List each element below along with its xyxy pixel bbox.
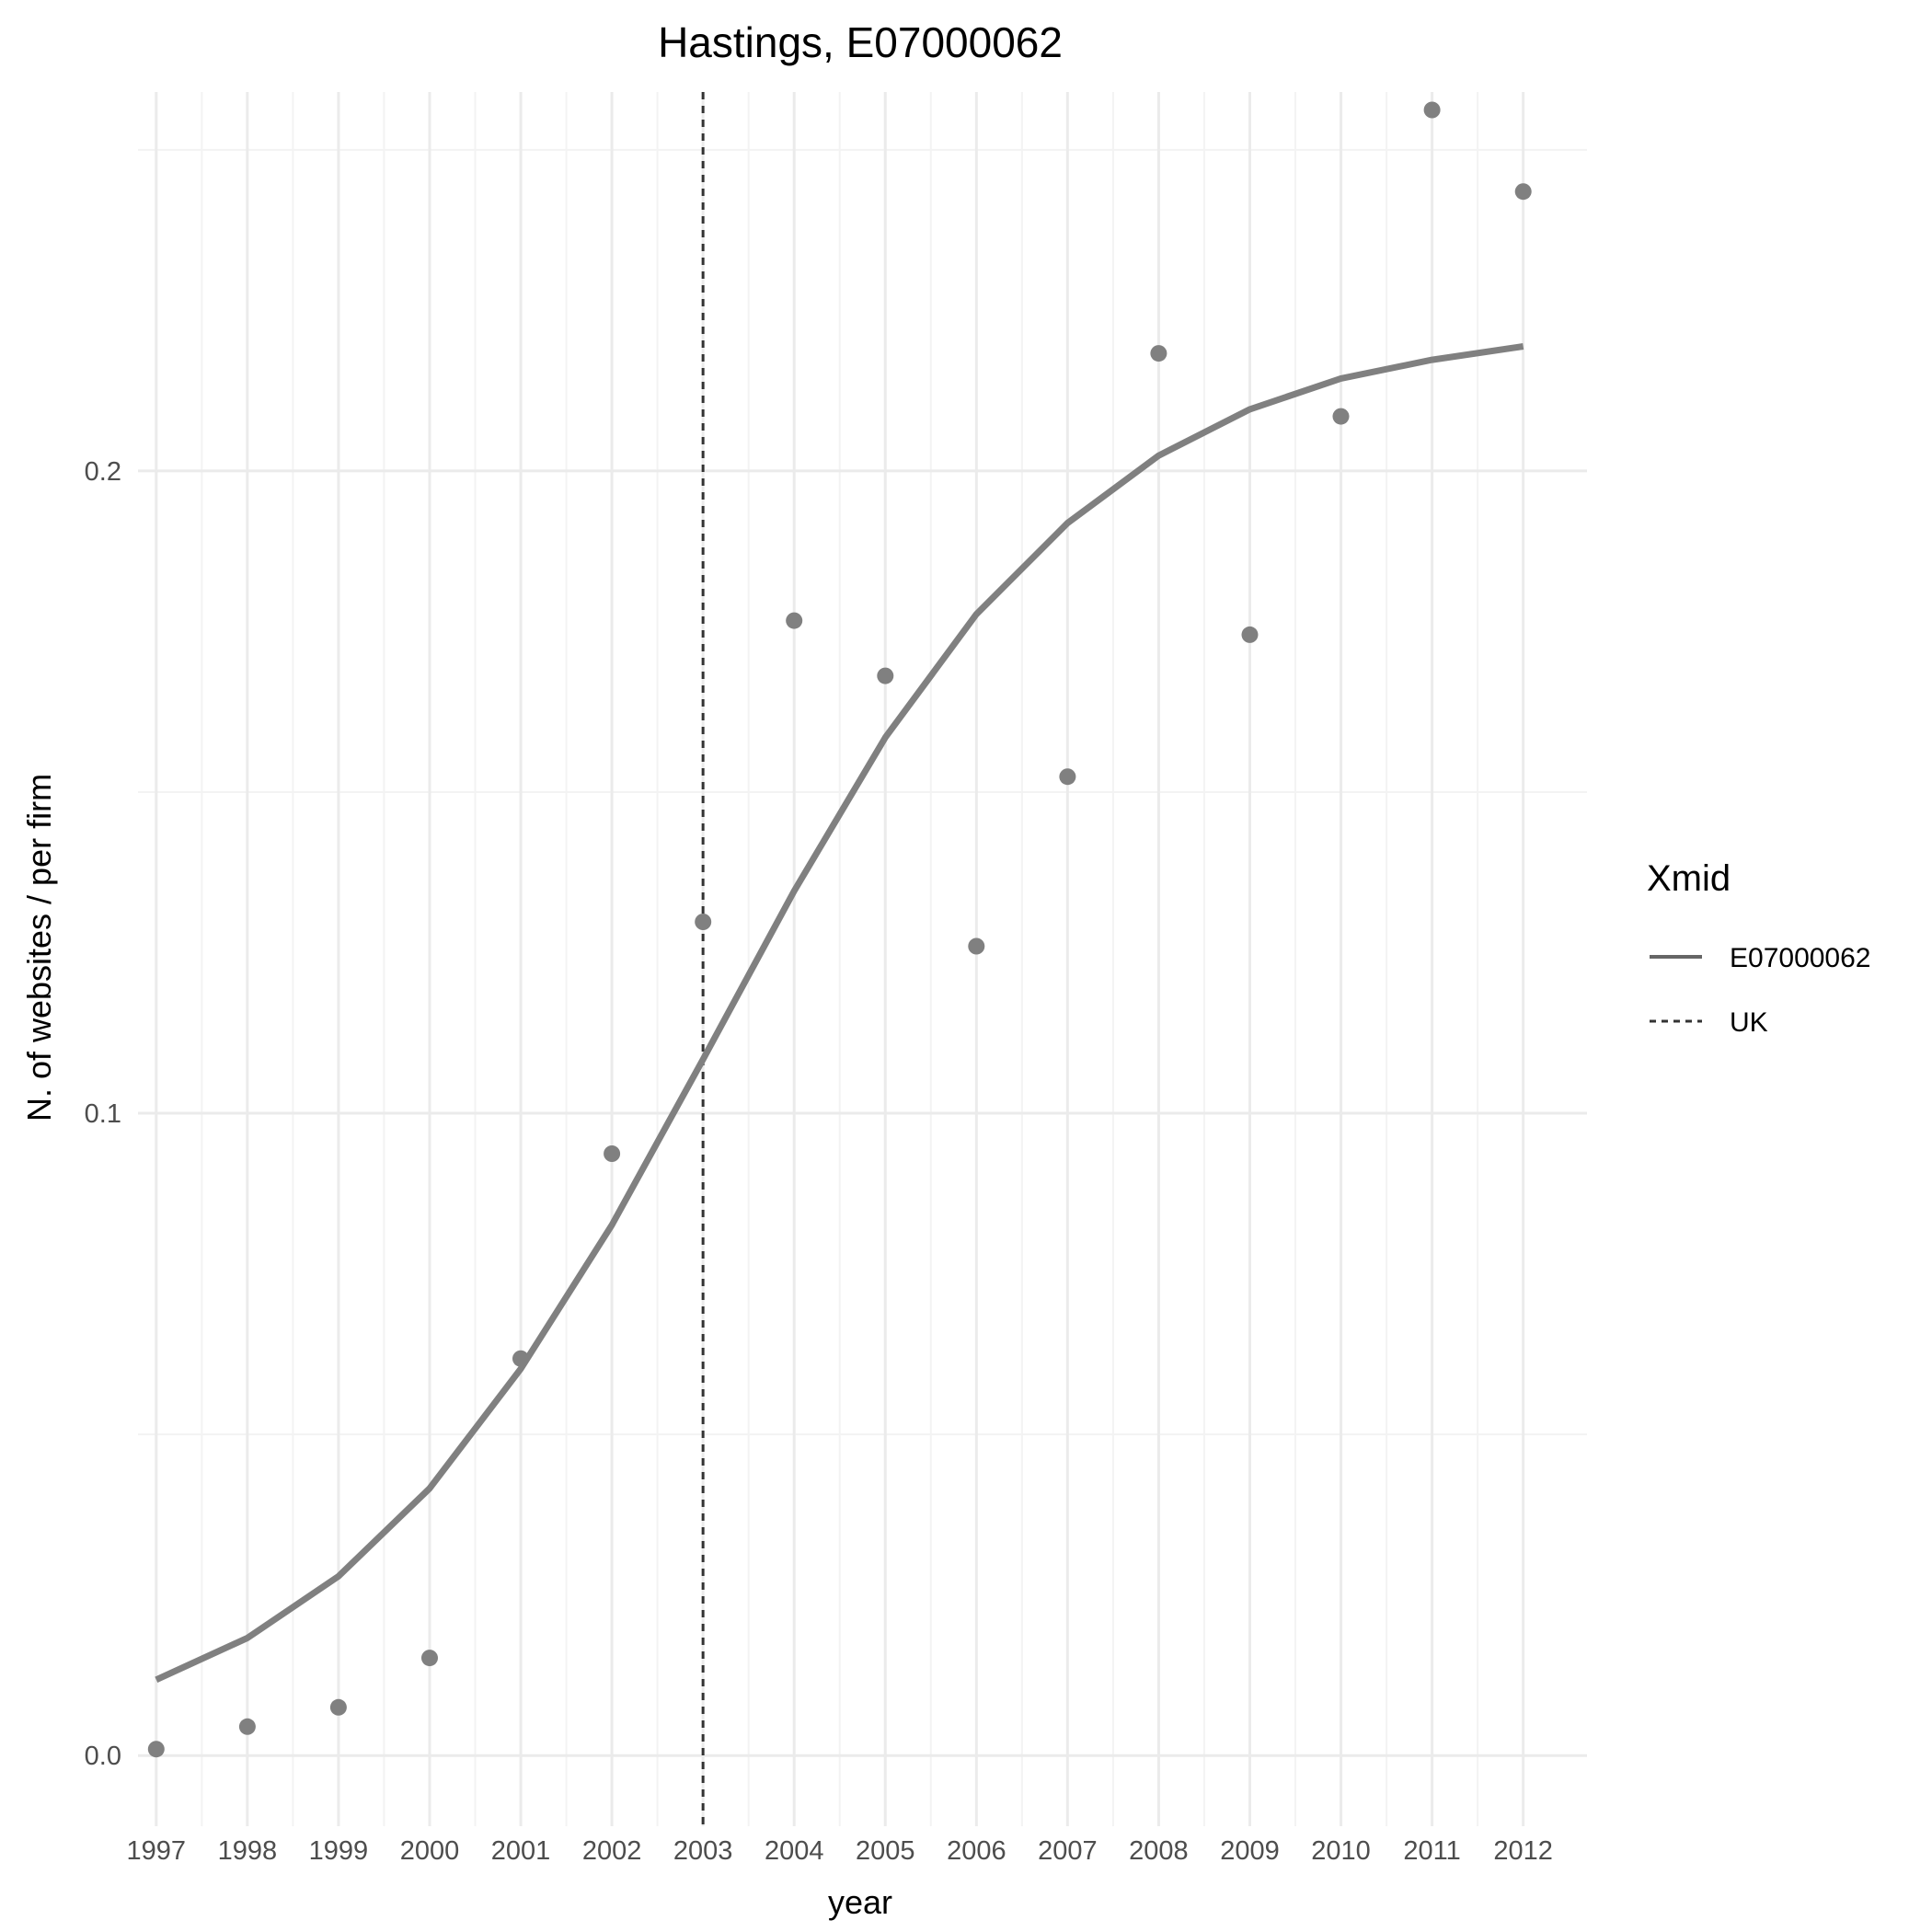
legend-label-e07000062: E07000062 (1730, 943, 1871, 973)
data-point-2001 (512, 1350, 529, 1367)
data-point-2000 (421, 1650, 438, 1667)
y-axis-ticks: 0.0 0.1 0.2 (85, 457, 121, 1771)
legend-label-uk: UK (1730, 1007, 1768, 1038)
x-tick-label: 2012 (1493, 1836, 1553, 1866)
y-axis-title: N. of websites / per firm (20, 774, 58, 1121)
data-point-1999 (329, 1698, 347, 1716)
x-tick-label: 2003 (673, 1836, 733, 1866)
x-axis-title: year (828, 1883, 892, 1921)
data-point-2012 (1514, 183, 1532, 201)
x-tick-label: 2005 (856, 1836, 915, 1866)
data-point-2005 (877, 667, 894, 684)
x-tick-label: 2004 (765, 1836, 824, 1866)
x-tick-label: 2009 (1220, 1836, 1280, 1866)
x-tick-label: 2001 (491, 1836, 551, 1866)
x-tick-label: 2008 (1129, 1836, 1189, 1866)
data-point-2004 (786, 612, 803, 629)
observed-points-layer (147, 101, 1532, 1758)
x-tick-label: 1998 (218, 1836, 278, 1866)
x-tick-label: 1997 (127, 1836, 187, 1866)
data-point-2009 (1241, 626, 1259, 643)
data-point-2011 (1423, 101, 1441, 119)
data-point-1997 (147, 1741, 165, 1758)
x-axis-ticks: 1997 1998 1999 2000 2001 2002 2003 2004 2005 2006… (127, 1836, 1553, 1866)
y-tick-label: 0.0 (85, 1742, 121, 1771)
x-tick-label: 2007 (1038, 1836, 1098, 1866)
data-point-2003 (695, 914, 712, 930)
x-tick-label: 2010 (1311, 1836, 1371, 1866)
x-tick-label: 2011 (1403, 1836, 1460, 1866)
x-tick-label: 2006 (947, 1836, 1006, 1866)
data-point-2007 (1059, 768, 1076, 786)
data-point-2008 (1150, 345, 1167, 362)
data-point-1998 (238, 1718, 256, 1735)
data-point-2010 (1332, 408, 1350, 425)
y-tick-label: 0.1 (85, 1099, 121, 1129)
legend-title: Xmid (1647, 858, 1731, 899)
data-point-2002 (604, 1145, 621, 1162)
chart-title: Hastings, E07000062 (658, 18, 1063, 66)
grid (138, 92, 1587, 1826)
x-tick-label: 2000 (400, 1836, 460, 1866)
y-tick-label: 0.2 (85, 457, 121, 487)
x-tick-label: 1999 (309, 1836, 369, 1866)
legend: Xmid E07000062 UK (1647, 858, 1871, 1038)
x-tick-label: 2002 (582, 1836, 642, 1866)
trend-line-layer (155, 343, 1524, 1683)
series-line-e07000062 (155, 343, 1524, 1683)
data-point-2006 (968, 937, 985, 955)
